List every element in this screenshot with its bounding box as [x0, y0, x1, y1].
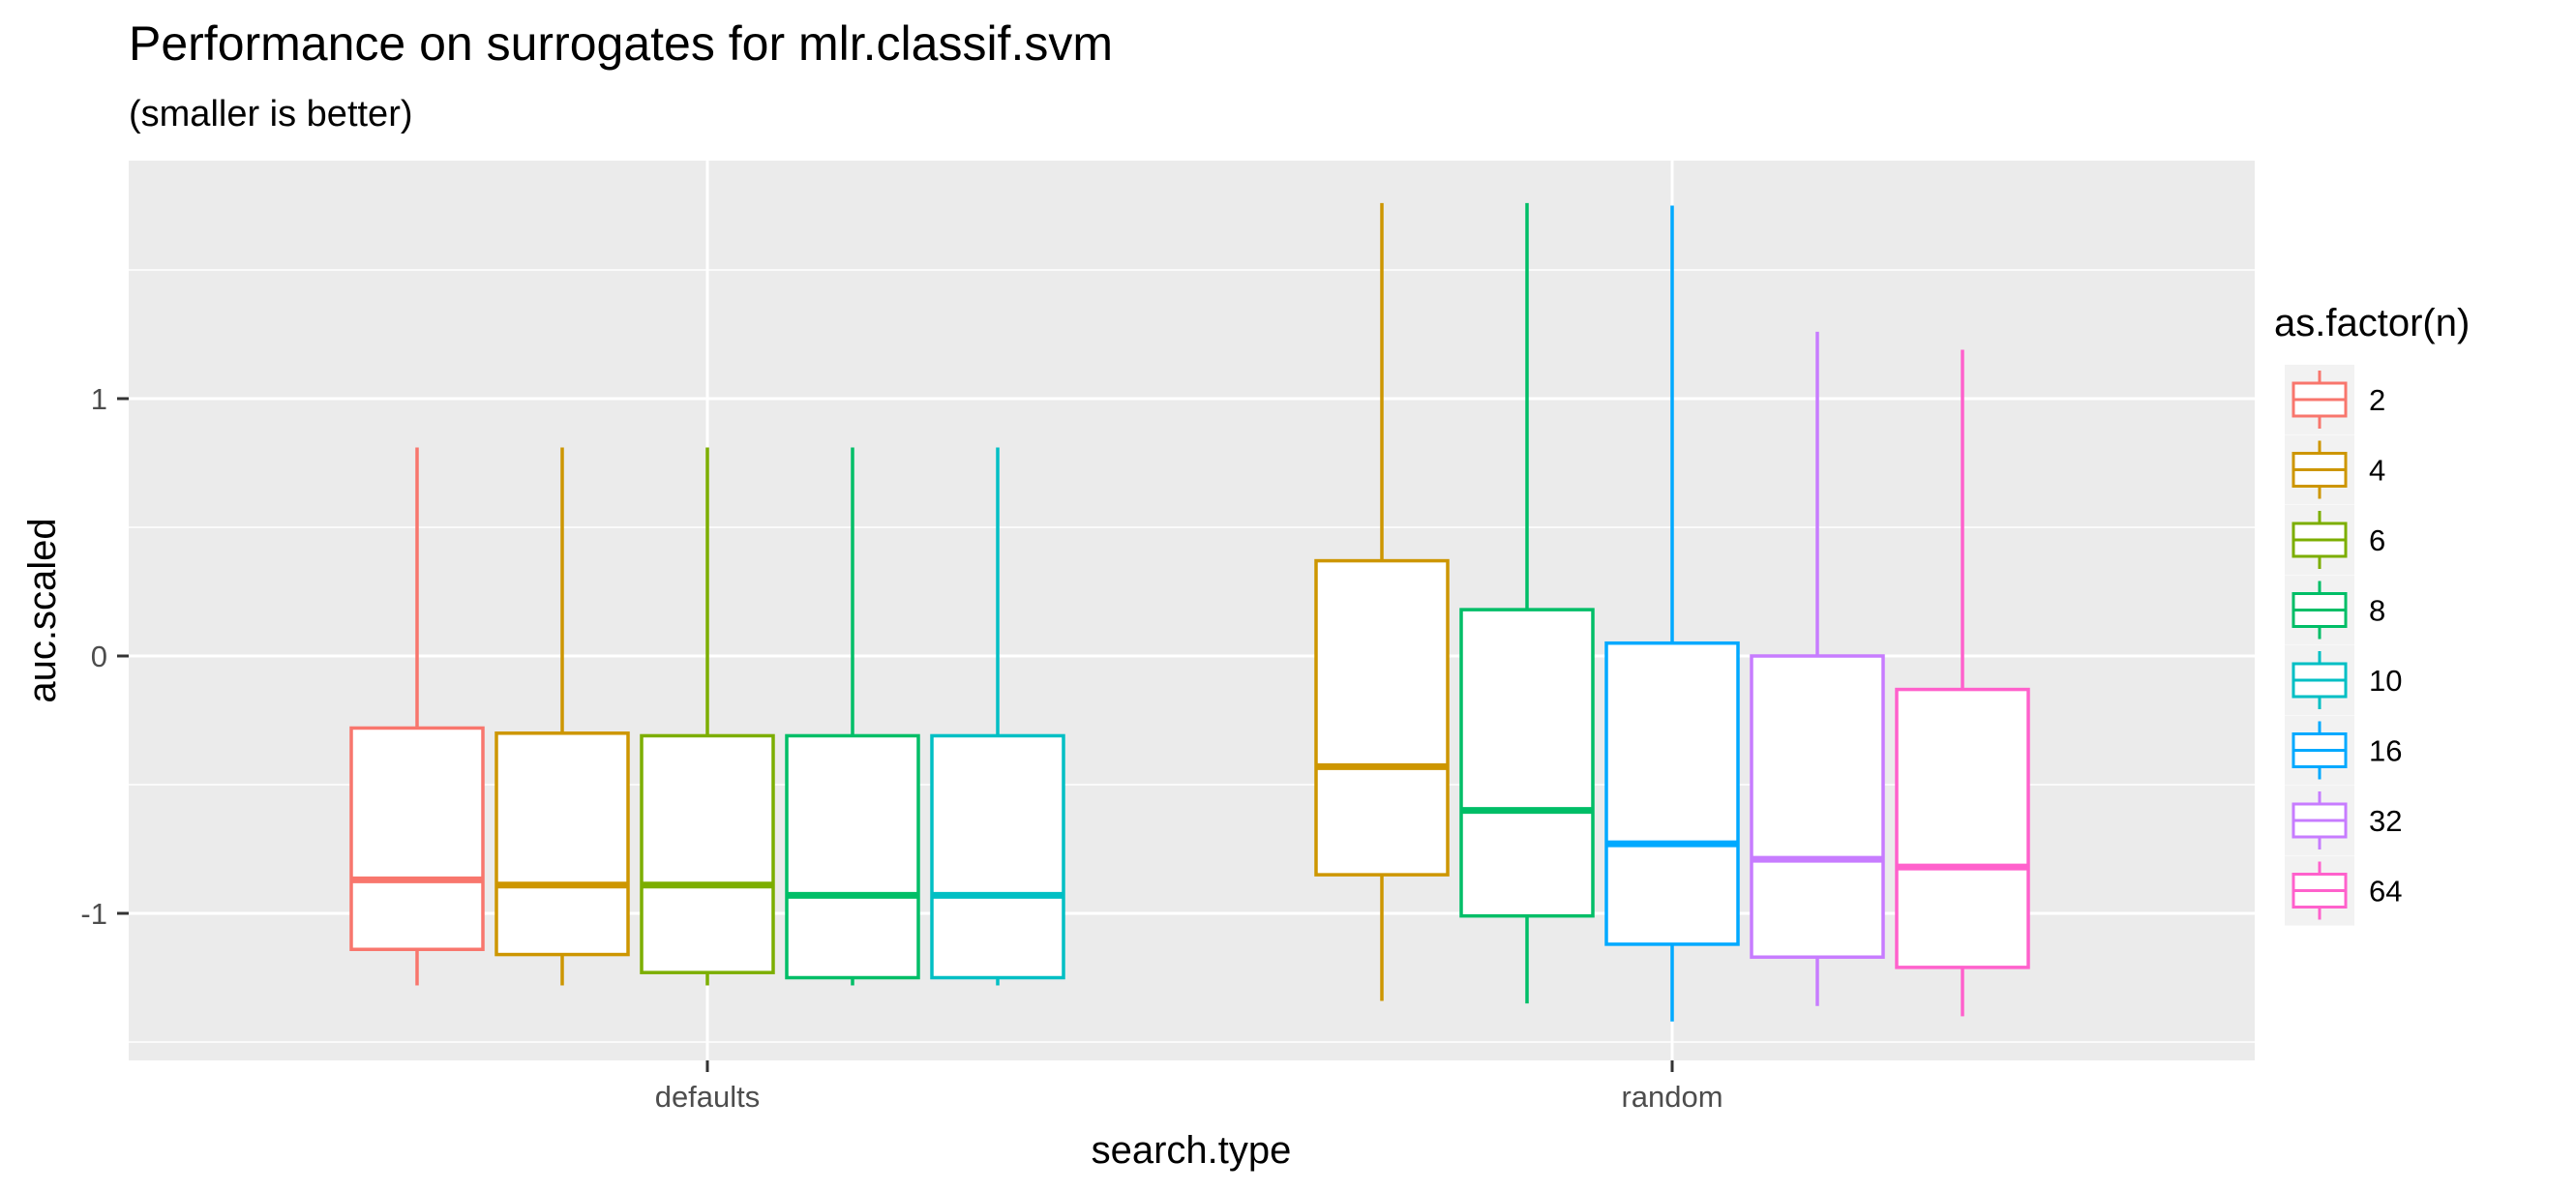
- box-iqr: [494, 731, 630, 957]
- box-random-n32: [1750, 331, 1885, 1006]
- legend-item-8: 8: [2285, 575, 2385, 645]
- x-tick-label: random: [1621, 1080, 1722, 1114]
- axis-layer: -1 0 1 defaults random: [80, 382, 1722, 1114]
- legend-label: 8: [2369, 594, 2385, 628]
- legend-title: as.factor(n): [2274, 302, 2470, 344]
- y-tick-label: -1: [80, 897, 107, 931]
- y-axis-title: auc.scaled: [21, 518, 64, 702]
- legend-item-10: 10: [2285, 645, 2402, 715]
- box-random-n8: [1459, 202, 1595, 1004]
- box-iqr: [1314, 558, 1450, 877]
- box-random-n4: [1314, 202, 1450, 1001]
- legend-label: 16: [2369, 734, 2402, 768]
- legend-label: 2: [2369, 383, 2385, 417]
- legend-item-4: 4: [2285, 434, 2385, 505]
- box-iqr: [349, 726, 485, 951]
- box-defaults-n2: [349, 447, 485, 986]
- box-iqr: [785, 733, 920, 980]
- box-defaults-n4: [494, 447, 630, 986]
- legend-item-2: 2: [2285, 365, 2385, 434]
- y-tick-label: 0: [91, 640, 107, 673]
- y-tick-label: 1: [91, 382, 107, 416]
- x-axis-title: search.type: [1092, 1129, 1292, 1172]
- box-random-n64: [1895, 349, 2030, 1017]
- legend-label: 32: [2369, 804, 2402, 838]
- box-defaults-n6: [640, 447, 775, 986]
- box-iqr: [1895, 687, 2030, 969]
- legend-item-6: 6: [2285, 505, 2385, 575]
- box-iqr: [1604, 641, 1740, 946]
- chart-title: Performance on surrogates for mlr.classi…: [129, 16, 1113, 71]
- legend-label: 4: [2369, 454, 2385, 488]
- legend-label: 6: [2369, 523, 2385, 557]
- legend-item-64: 64: [2285, 855, 2402, 926]
- box-iqr: [930, 733, 1065, 980]
- x-tick-label: defaults: [655, 1080, 761, 1114]
- legend-label: 10: [2369, 664, 2402, 698]
- legend: as.factor(n) 2 4 6 8 10 16 32 64: [2274, 302, 2470, 926]
- box-layer: [349, 202, 2030, 1022]
- box-iqr: [1750, 654, 1885, 959]
- box-defaults-n10: [930, 447, 1065, 986]
- box-iqr: [640, 733, 775, 974]
- box-defaults-n8: [785, 447, 920, 986]
- chart-subtitle: (smaller is better): [129, 94, 413, 134]
- legend-item-16: 16: [2285, 715, 2402, 786]
- legend-label: 64: [2369, 875, 2402, 909]
- legend-item-32: 32: [2285, 786, 2402, 855]
- box-random-n16: [1604, 205, 1740, 1022]
- box-iqr: [1459, 608, 1595, 918]
